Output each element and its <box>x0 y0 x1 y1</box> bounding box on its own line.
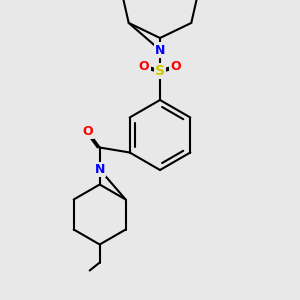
Text: O: O <box>171 61 181 74</box>
Text: N: N <box>155 44 165 56</box>
Text: O: O <box>139 61 149 74</box>
Text: S: S <box>155 64 165 78</box>
Text: N: N <box>94 163 105 176</box>
Text: O: O <box>82 125 93 138</box>
